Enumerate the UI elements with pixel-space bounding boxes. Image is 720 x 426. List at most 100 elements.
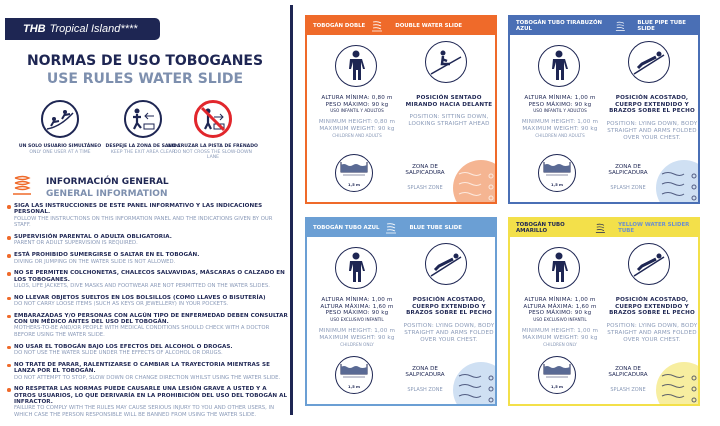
- depth-label: 1,5 m: [347, 181, 360, 187]
- slide-card: TOBOGÁN TUBO AMARILLO YELLOW WATER SLIDE…: [508, 217, 700, 406]
- rule-es: UN SOLO USUARIO SIMULTÁNEO: [18, 144, 102, 149]
- general-info-heading: INFORMACIÓN GENERAL: [46, 177, 169, 187]
- rule-es: NO LLEVAR OBJETOS SUELTOS EN LOS BOLSILL…: [14, 294, 266, 301]
- rule-es: ESTÁ PROHIBIDO SUMERGIRSE O SALTAR EN EL…: [14, 252, 200, 259]
- card-header: TOBOGÁN TUBO AZUL BLUE TUBE SLIDE: [307, 219, 495, 237]
- rule-no-crossing: NO CRUZAR LA PISTA DE FRENADO DO NOT CRO…: [168, 100, 258, 161]
- card-title-en: YELLOW WATER SLIDER TUBE: [618, 222, 690, 234]
- position-es: POSICIÓN ACOSTADO, CUERPO EXTENDIDO Y BR…: [609, 297, 695, 317]
- depth-label: 1,5 m: [347, 383, 360, 389]
- exit-area-icon: [124, 100, 162, 138]
- card-title-es: TOBOGÁN DOBLE: [313, 23, 366, 29]
- position-en: POSITION: LYING DOWN, BODY STRAIGHT AND …: [606, 323, 698, 343]
- slide-card: TOBOGÁN TUBO AZUL BLUE TUBE SLIDE ALTURA…: [305, 217, 497, 406]
- rule-en: LILOS, LIFE JACKETS, DIVE MASKS AND FOOT…: [14, 282, 270, 289]
- water-waves-icon: [453, 160, 495, 202]
- rule-en: KEEP THE EXIT AREA CLEAR: [110, 149, 176, 155]
- rule-en: ONLY ONE USER AT A TIME: [29, 149, 91, 155]
- rule-en: DO NOT CARRY LOOSE ITEMS (SUCH AS KEYS O…: [14, 301, 229, 307]
- list-item: NO TRATE DE PARAR, RALENTIZARSE O CAMBIA…: [6, 362, 290, 381]
- pool-depth-icon: 1,5 m: [335, 356, 373, 394]
- rule-en: DO NOT USE THE WATER SLIDE UNDER THE EFF…: [14, 350, 223, 357]
- usage-es: USO EXCLUSIVO INFANTIL: [533, 317, 587, 323]
- water-waves-icon: [453, 362, 495, 404]
- requirement-es: PESO MÁXIMO: 90 kg: [325, 101, 389, 108]
- position-en: POSITION: SITTING DOWN, LOOKING STRAIGHT…: [408, 114, 490, 128]
- usage-es: USO INFANTIL Y ADULTOS: [330, 108, 384, 114]
- rule-es: NO CRUZAR LA PISTA DE FRENADO: [168, 144, 258, 149]
- page-title: NORMAS DE USO TOBOGANES: [26, 53, 264, 69]
- slide-icon: [372, 21, 383, 32]
- depth-label: 1,5 m: [550, 383, 563, 389]
- position-es: POSICIÓN ACOSTADO, CUERPO EXTENDIDO Y BR…: [406, 297, 492, 317]
- requirement-en: MINIMUM HEIGHT: 1,00 m: [318, 328, 396, 335]
- requirement-es: ALTURA MÍNIMA: 1,00 m: [524, 95, 596, 101]
- requirement-en: MAXIMUM WEIGHT: 90 kg: [522, 334, 598, 341]
- card-title-es: TOBOGÁN TUBO TIRABUZÓN AZUL: [516, 20, 603, 32]
- usage-en: CHILDREN AND ADULTS: [332, 132, 382, 138]
- slide-icon: [386, 223, 397, 234]
- requirement-es: ALTURA MÁXIMA: 1,60 m: [320, 303, 394, 310]
- usage-en: CHILDREN AND ADULTS: [535, 132, 585, 138]
- requirement-es: ALTURA MÁXIMA: 1,60 m: [523, 303, 597, 310]
- list-item: NO SE PERMITEN COLCHONETAS, CHALECOS SAL…: [6, 270, 290, 289]
- position-en: POSITION: LYING DOWN, BODY STRAIGHT AND …: [403, 323, 495, 343]
- usage-en: CHILDREN ONLY: [340, 341, 374, 347]
- position-en: POSITION: LYING DOWN, BODY STRAIGHT AND …: [606, 121, 698, 141]
- depth-label: 1,5 m: [550, 181, 563, 187]
- rule-en: DO NOT CROSS THE SLOW-DOWN LANE: [174, 149, 252, 161]
- list-item: NO LLEVAR OBJETOS SUELTOS EN LOS BOLSILL…: [6, 295, 290, 308]
- requirement-en: MAXIMUM WEIGHT: 90 kg: [319, 334, 395, 341]
- slide-icon: [615, 21, 625, 31]
- sitting-position-icon: [425, 41, 467, 83]
- page-subtitle: USE RULES WATER SLIDE: [46, 71, 244, 87]
- pool-depth-icon: 1,5 m: [538, 356, 576, 394]
- splash-zone-es: ZONA DE SALPICADURA: [608, 164, 648, 176]
- list-item: SUPERVISIÓN PARENTAL O ADULTA OBLIGATORI…: [6, 234, 290, 247]
- rule-one-user: UN SOLO USUARIO SIMULTÁNEO ONLY ONE USER…: [15, 100, 105, 155]
- rule-en: MOTHERS-TO-BE AND/OR PEOPLE WITH MEDICAL…: [14, 325, 270, 339]
- card-header: TOBOGÁN TUBO AMARILLO YELLOW WATER SLIDE…: [510, 219, 698, 237]
- splash-zone-es: ZONA DE SALPICADURA: [608, 366, 648, 378]
- slide-icon: [596, 223, 606, 233]
- card-header: TOBOGÁN DOBLE DOUBLE WATER SLIDE: [307, 17, 495, 35]
- height-person-icon: [538, 247, 580, 289]
- splash-zone-es: ZONA DE SALPICADURA: [405, 164, 445, 176]
- height-person-icon: [335, 247, 377, 289]
- requirement-es: PESO MÁXIMO: 90 kg: [325, 310, 389, 317]
- requirements: ALTURA MÍNIMA: 1,00 m ALTURA MÁXIMA: 1,60…: [309, 297, 405, 347]
- splash-zone-en: SPLASH ZONE: [407, 387, 443, 393]
- rule-en: PARENT OR ADULT SUPERVISION IS REQUIRED.: [14, 240, 138, 247]
- height-person-icon: [538, 45, 580, 87]
- height-person-icon: [335, 45, 377, 87]
- no-crossing-icon: [194, 100, 232, 138]
- logo-mark: THB: [23, 23, 46, 35]
- list-item: ESTÁ PROHIBIDO SUMERGIRSE O SALTAR EN EL…: [6, 252, 290, 265]
- splash-zone-en: SPLASH ZONE: [610, 185, 646, 191]
- slide-card: TOBOGÁN DOBLE DOUBLE WATER SLIDE ALTURA …: [305, 15, 497, 204]
- card-title-en: DOUBLE WATER SLIDE: [395, 23, 463, 29]
- usage-es: USO EXCLUSIVO INFANTIL: [330, 317, 384, 323]
- requirement-es: ALTURA MÍNIMA: 1,00 m: [321, 297, 393, 303]
- rule-es: EMBARAZADAS Y/O PERSONAS CON ALGÚN TIPO …: [14, 312, 288, 326]
- slide-stack-icon: [13, 175, 31, 195]
- requirement-es: ALTURA MÍNIMA: 1,00 m: [524, 297, 596, 303]
- rule-es: NO RESPETAR LAS NORMAS PUEDE CAUSARLE UN…: [14, 386, 288, 405]
- panel-divider: [290, 5, 293, 415]
- rule-es: SIGA LAS INSTRUCCIONES DE ESTE PANEL INF…: [14, 203, 263, 216]
- rule-exit-area: DESPEJE LA ZONA DE SALIDA KEEP THE EXIT …: [98, 100, 188, 155]
- splash-zone-es: ZONA DE SALPICADURA: [405, 366, 445, 378]
- splash-zone-en: SPLASH ZONE: [407, 185, 443, 191]
- two-users-slide-icon: [41, 100, 79, 138]
- rule-en: FAILURE TO COMPLY WITH THE RULES MAY CAU…: [14, 405, 275, 419]
- slide-card: TOBOGÁN TUBO TIRABUZÓN AZUL BLUE PIPE TU…: [508, 15, 700, 204]
- list-item: SIGA LAS INSTRUCCIONES DE ESTE PANEL INF…: [6, 203, 290, 229]
- lying-position-icon: [628, 243, 670, 285]
- requirement-en: MAXIMUM WEIGHT: 90 kg: [319, 126, 395, 133]
- requirement-en: MINIMUM HEIGHT: 1,00 m: [521, 328, 599, 335]
- rules-list: SIGA LAS INSTRUCCIONES DE ESTE PANEL INF…: [6, 203, 290, 424]
- card-title-es: TOBOGÁN TUBO AMARILLO: [516, 222, 565, 234]
- water-waves-icon: [656, 160, 698, 202]
- card-title-es: TOBOGÁN TUBO AZUL: [313, 225, 380, 231]
- pool-depth-icon: 1,5 m: [335, 154, 373, 192]
